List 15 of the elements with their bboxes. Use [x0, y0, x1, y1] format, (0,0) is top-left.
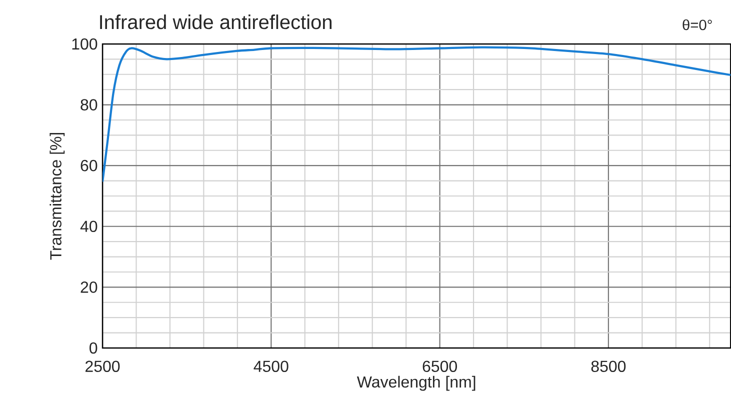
x-tick-label: 6500 — [422, 360, 457, 372]
chart-title: Infrared wide antireflection — [100, 14, 332, 30]
line-series — [102, 46, 731, 183]
y-tick-label: 20 — [80, 282, 98, 293]
y-tick-label: 60 — [80, 160, 98, 172]
x-axis-title: Wavelength [nm] — [356, 376, 476, 391]
y-tick-label: 100 — [72, 38, 98, 50]
x-tick-label: 8500 — [591, 360, 626, 372]
y-tick-label: 0 — [90, 342, 98, 354]
y-tick-label: 80 — [80, 99, 98, 110]
text: θ=0° — [682, 19, 712, 30]
x-tick-label: 2500 — [86, 360, 120, 372]
x-tick-label: 4500 — [254, 360, 288, 372]
y-axis-title: Transmittance [%] — [50, 132, 65, 260]
y-tick-label: 40 — [80, 220, 98, 232]
